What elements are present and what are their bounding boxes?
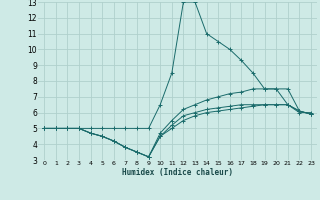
X-axis label: Humidex (Indice chaleur): Humidex (Indice chaleur) [122,168,233,177]
